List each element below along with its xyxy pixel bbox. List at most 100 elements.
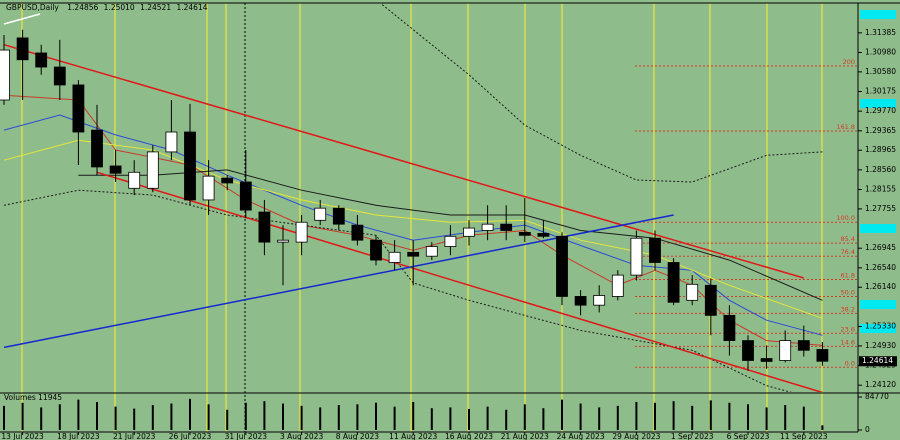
candle-body — [518, 232, 531, 236]
candle-body — [463, 227, 475, 237]
indicator-line — [3, 139, 823, 319]
candle-body — [425, 246, 438, 257]
y-tick-label: 1.26140 — [865, 282, 896, 291]
candle-body — [239, 181, 252, 211]
volume-tick-label: 84770 — [865, 392, 889, 401]
volume-bar — [3, 405, 5, 430]
volume-bar — [319, 407, 322, 430]
level-label: 61.8 — [841, 271, 855, 279]
level-label: 76.4 — [841, 248, 855, 256]
candle-body — [723, 314, 736, 341]
last-high: 1.25010 — [104, 3, 135, 12]
volume-title: Volumes 11945 — [4, 393, 62, 402]
y-tick-label: 1.30175 — [865, 87, 896, 96]
x-tick-label: 6 Sep 2023 — [727, 432, 770, 440]
volume-bar — [765, 407, 768, 430]
y-tick-label: 1.26945 — [865, 243, 896, 252]
price-box-label: 1.24614 — [862, 356, 893, 365]
trend-line — [96, 171, 823, 392]
level-label: 0.0 — [845, 359, 855, 367]
candle-body — [481, 223, 494, 231]
candle-body — [500, 223, 513, 231]
candle-body — [165, 131, 178, 153]
candle-body — [16, 37, 29, 61]
level-label: 38.2 — [841, 305, 855, 313]
candle-body — [537, 232, 550, 237]
y-tick-label: 1.25330 — [865, 322, 896, 331]
volume-bar — [58, 404, 61, 430]
candle-body — [816, 349, 829, 362]
x-tick-label: 3 Aug 2023 — [280, 432, 323, 440]
indicator-line — [78, 169, 823, 301]
candle-body — [258, 211, 271, 243]
volume-bar — [654, 402, 656, 430]
y-tick-label: 1.30980 — [865, 47, 896, 56]
candle-body — [444, 235, 457, 247]
x-tick-label: 21 Jul 2023 — [113, 432, 156, 440]
volume-bar — [412, 401, 415, 430]
level-label: 161.8 — [836, 123, 855, 131]
volume-bar — [356, 404, 359, 430]
symbol-title: GBPUSD,Daily — [6, 3, 59, 12]
volume-bar — [821, 425, 824, 430]
volume-bar — [505, 409, 508, 430]
candle-body — [351, 224, 364, 241]
volume-bar — [263, 401, 266, 430]
volume-bar — [226, 409, 229, 430]
candle-body — [574, 296, 587, 306]
level-label: 85.4 — [841, 235, 855, 243]
candle-body — [202, 175, 215, 201]
x-tick-label: 16 Aug 2023 — [445, 432, 493, 440]
candle-body — [797, 340, 810, 351]
x-tick-label: 18 Jul 2023 — [57, 432, 100, 440]
x-tick-label: 13 Jul 2023 — [1, 432, 44, 440]
volume-bar — [579, 403, 582, 430]
candle-body — [295, 221, 308, 243]
drawing-line — [3, 13, 41, 25]
candle-body — [704, 284, 717, 316]
candle-body — [667, 262, 680, 303]
candle-body — [779, 340, 792, 361]
candle-body — [109, 165, 122, 174]
candle-body — [332, 207, 345, 225]
level-label: 100.0 — [836, 214, 855, 222]
volume-tick-label: 0 — [865, 425, 870, 434]
volume-bar — [133, 408, 136, 430]
volume-bar — [672, 401, 675, 430]
y-tick-label: 1.29770 — [865, 106, 896, 115]
volume-bar — [40, 407, 43, 430]
volume-bar — [282, 403, 284, 430]
volume-bar — [244, 402, 247, 430]
x-tick-label: 24 Aug 2023 — [557, 432, 605, 440]
volume-bar — [375, 402, 377, 430]
x-tick-label: 31 Jul 2023 — [225, 432, 268, 440]
level-boxes — [860, 10, 896, 333]
y-tick-label: 1.28965 — [865, 145, 896, 154]
x-tick-label: 26 Jul 2023 — [169, 432, 212, 440]
candle-body — [407, 251, 420, 257]
candle-body — [742, 340, 754, 361]
volume-bar — [189, 398, 191, 430]
volume-bar — [337, 405, 340, 430]
y-tick-label: 1.24120 — [865, 380, 896, 389]
y-tick-label: 1.31385 — [865, 28, 896, 37]
volume-bar — [542, 408, 545, 430]
last-close: 1.24614 — [176, 3, 207, 12]
volume-bar — [747, 404, 749, 430]
volume-bar — [21, 402, 24, 430]
level-label: 200 — [843, 58, 855, 66]
volume-bar — [616, 405, 619, 430]
x-tick-label: 11 Sep 2023 — [780, 432, 828, 440]
candle-body — [388, 251, 401, 263]
volume-bar — [635, 401, 638, 430]
y-tick-label: 1.29365 — [865, 126, 896, 135]
volume-bar — [300, 405, 303, 430]
volume-bar — [207, 404, 210, 430]
volume-bar — [430, 408, 433, 430]
volume-bar — [598, 407, 601, 430]
candle-body — [0, 49, 10, 101]
x-tick-label: 1 Sep 2023 — [671, 432, 714, 440]
volume-bar — [393, 406, 396, 430]
